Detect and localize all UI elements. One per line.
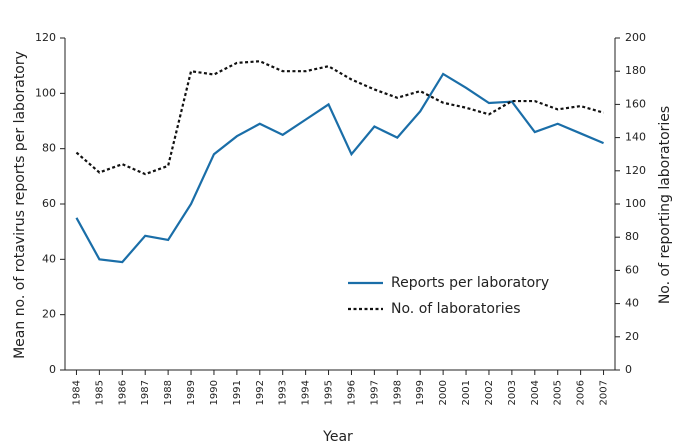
- x-tick-label: 1995: [324, 380, 335, 405]
- y2-tick-label: 160: [625, 97, 646, 110]
- x-tick-label: 1999: [415, 380, 426, 405]
- legend-label: Reports per laboratory: [391, 275, 549, 291]
- x-tick-label: 2000: [438, 380, 449, 405]
- x-tick-label: 2004: [530, 380, 541, 405]
- x-tick-label: 1998: [392, 380, 403, 405]
- y-tick-label: 40: [42, 252, 56, 265]
- y2-tick-label: 20: [625, 330, 639, 343]
- x-tick-label: 2002: [484, 380, 495, 405]
- y-tick-label: 60: [42, 197, 56, 210]
- x-tick-label: 1991: [232, 380, 243, 405]
- x-tick-label: 1985: [94, 380, 105, 405]
- x-tick-label: 1984: [71, 380, 82, 405]
- y2-tick-label: 40: [625, 297, 639, 310]
- y2-tick-label: 140: [625, 131, 646, 144]
- y2-tick-label: 80: [625, 230, 639, 243]
- x-tick-label: 1997: [369, 380, 380, 405]
- y2-axis-title: No. of reporting laboratories: [657, 106, 673, 304]
- x-tick-label: 2003: [507, 380, 518, 405]
- x-tick-label: 1993: [278, 380, 289, 405]
- y2-tick-label: 60: [625, 263, 639, 276]
- y-axis-title: Mean no. of rotavirus reports per labora…: [12, 51, 28, 359]
- y2-tick-label: 0: [625, 363, 632, 376]
- x-tick-label: 1989: [186, 380, 197, 405]
- x-tick-label: 1986: [117, 380, 128, 405]
- y-tick-label: 100: [35, 86, 56, 99]
- x-axis-title: Year: [322, 429, 353, 445]
- y2-tick-label: 120: [625, 164, 646, 177]
- x-tick-label: 1992: [255, 380, 266, 405]
- x-tick-label: 2007: [599, 380, 610, 405]
- x-tick-label: 1990: [209, 380, 220, 405]
- series-line: [75, 72, 604, 264]
- y2-tick-label: 180: [625, 64, 646, 77]
- x-tick-label: 1994: [301, 380, 312, 405]
- y2-tick-label: 200: [625, 31, 646, 44]
- y-tick-label: 80: [42, 142, 56, 155]
- x-tick-label: 1996: [346, 380, 357, 405]
- y-tick-label: 120: [35, 31, 56, 44]
- x-tick-label: 2001: [461, 380, 472, 405]
- y2-tick-label: 100: [625, 197, 646, 210]
- legend-label: No. of laboratories: [391, 301, 521, 317]
- y-tick-label: 20: [42, 308, 56, 321]
- x-tick-label: 1987: [140, 380, 151, 405]
- y-tick-label: 0: [49, 363, 56, 376]
- x-tick-label: 2005: [553, 380, 564, 405]
- series-line: [75, 60, 604, 176]
- x-tick-label: 1988: [163, 380, 174, 405]
- x-tick-label: 2006: [576, 380, 587, 405]
